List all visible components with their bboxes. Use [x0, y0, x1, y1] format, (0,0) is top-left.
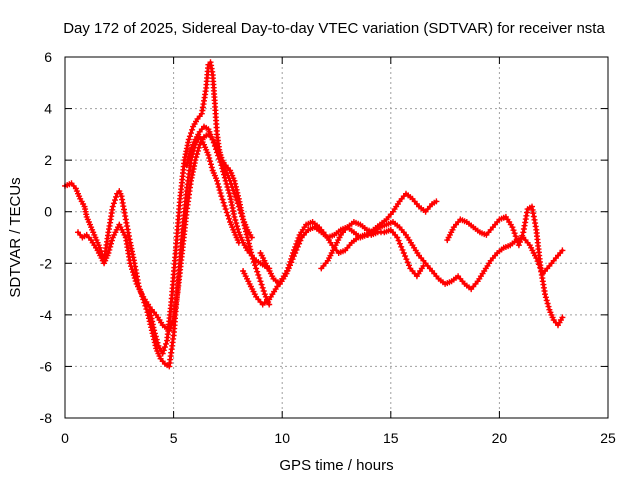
tick-labels: 0 5 10 15 20 25 -8 -6 -4 -2 0 2 4 6	[40, 49, 616, 446]
y-tick-label: -2	[40, 255, 53, 271]
series-markers	[240, 190, 440, 308]
x-tick-label: 20	[492, 430, 508, 446]
series-markers	[183, 123, 273, 272]
y-tick-label: -6	[40, 358, 53, 374]
series-markers	[257, 219, 427, 287]
x-tick-label: 5	[170, 430, 178, 446]
y-tick-label: 4	[44, 101, 52, 117]
series-trace	[445, 205, 564, 327]
series-trace-3	[146, 59, 273, 357]
series-trace	[241, 192, 438, 306]
series-trace-5	[240, 190, 440, 308]
y-tick-label: -8	[40, 410, 53, 426]
x-tick-label: 15	[383, 430, 399, 446]
x-axis-label: GPS time / hours	[279, 457, 393, 474]
data-series	[62, 59, 566, 370]
series-trace-2	[75, 131, 255, 334]
series-trace-4	[183, 123, 273, 272]
series-markers	[318, 219, 566, 293]
series-markers	[75, 131, 255, 334]
series-trace-8	[444, 203, 566, 329]
x-tick-label: 10	[274, 430, 290, 446]
grid-lines	[65, 57, 608, 418]
y-tick-label: -4	[40, 307, 53, 323]
series-trace-6	[257, 219, 427, 287]
series-markers	[146, 59, 273, 357]
series-trace-7	[318, 219, 566, 293]
y-tick-label: 2	[44, 152, 52, 168]
y-tick-label: 0	[44, 204, 52, 220]
axis-ticks	[64, 56, 609, 419]
plot-frame	[64, 56, 609, 419]
y-axis-label: SDTVAR / TECUs	[7, 177, 24, 297]
y-tick-label: 6	[44, 49, 52, 65]
x-tick-label: 25	[600, 430, 616, 446]
series-markers	[444, 203, 566, 329]
x-tick-label: 0	[61, 430, 69, 446]
series-trace	[148, 60, 271, 355]
chart-title: Day 172 of 2025, Sidereal Day-to-day VTE…	[63, 20, 605, 37]
